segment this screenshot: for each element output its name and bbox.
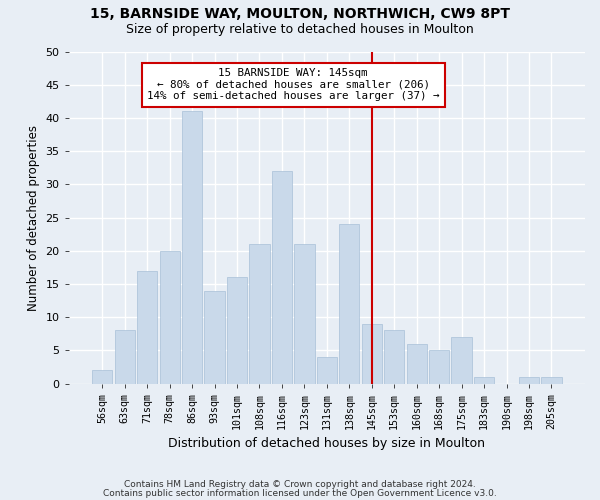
- Text: 15, BARNSIDE WAY, MOULTON, NORTHWICH, CW9 8PT: 15, BARNSIDE WAY, MOULTON, NORTHWICH, CW…: [90, 8, 510, 22]
- Bar: [92, 370, 112, 384]
- Bar: [429, 350, 449, 384]
- Bar: [115, 330, 135, 384]
- Bar: [205, 290, 224, 384]
- Text: Size of property relative to detached houses in Moulton: Size of property relative to detached ho…: [126, 22, 474, 36]
- Text: Contains HM Land Registry data © Crown copyright and database right 2024.: Contains HM Land Registry data © Crown c…: [124, 480, 476, 489]
- Bar: [451, 337, 472, 384]
- Bar: [317, 357, 337, 384]
- Y-axis label: Number of detached properties: Number of detached properties: [27, 124, 40, 310]
- Text: Contains public sector information licensed under the Open Government Licence v3: Contains public sector information licen…: [103, 488, 497, 498]
- Bar: [362, 324, 382, 384]
- Bar: [272, 171, 292, 384]
- Bar: [519, 377, 539, 384]
- Text: 15 BARNSIDE WAY: 145sqm
← 80% of detached houses are smaller (206)
14% of semi-d: 15 BARNSIDE WAY: 145sqm ← 80% of detache…: [147, 68, 439, 102]
- X-axis label: Distribution of detached houses by size in Moulton: Distribution of detached houses by size …: [169, 437, 485, 450]
- Bar: [160, 251, 180, 384]
- Bar: [250, 244, 269, 384]
- Bar: [182, 112, 202, 384]
- Bar: [227, 278, 247, 384]
- Bar: [294, 244, 314, 384]
- Bar: [339, 224, 359, 384]
- Bar: [541, 377, 562, 384]
- Bar: [384, 330, 404, 384]
- Bar: [407, 344, 427, 384]
- Bar: [137, 270, 157, 384]
- Bar: [474, 377, 494, 384]
